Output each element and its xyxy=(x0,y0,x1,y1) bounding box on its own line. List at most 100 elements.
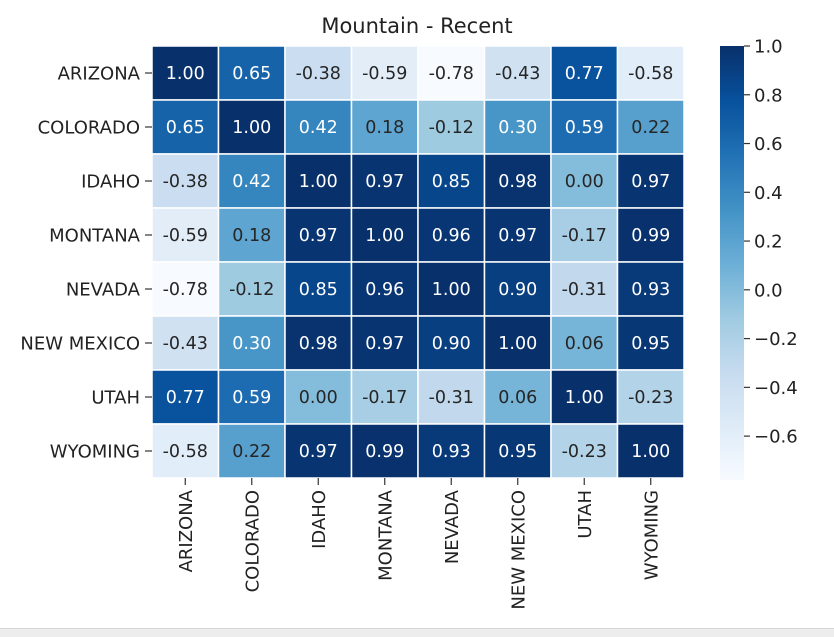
heatmap-cell xyxy=(350,261,419,317)
colorbar-tick-label: 0.6 xyxy=(754,134,783,155)
heatmap-cell xyxy=(616,315,685,371)
cell-value-label: 0.85 xyxy=(432,172,471,192)
cell-value-label: 0.90 xyxy=(498,280,537,300)
colorbar-tick-label: 0.8 xyxy=(754,85,783,106)
heatmap-cell xyxy=(483,99,552,155)
column-label: UTAH xyxy=(575,490,596,539)
row-label: MONTANA xyxy=(49,226,141,247)
column-label: COLORADO xyxy=(242,490,263,592)
row-label: COLORADO xyxy=(38,118,140,139)
cell-value-label: 0.96 xyxy=(432,226,471,246)
heatmap-cell xyxy=(350,153,419,209)
colorbar-tick-label: −0.2 xyxy=(754,329,798,350)
column-label: ARIZONA xyxy=(176,489,197,572)
heatmap-cell xyxy=(350,207,419,263)
colorbar: 1.0 0.8 0.6 0.4 0.2 0.0 −0.2 −0.4 −0.6 xyxy=(720,37,798,480)
heatmap-cell xyxy=(483,45,552,101)
heatmap-cell xyxy=(616,45,685,101)
column-label: MONTANA xyxy=(375,489,396,581)
colorbar-tick-label: 1.0 xyxy=(754,37,783,58)
heatmap-cell xyxy=(616,153,685,209)
heatmap-cells: 1.00 0.65 -0.38 -0.59 -0.78 -0.43 0.77 -0.58 0.6… xyxy=(151,45,685,479)
heatmap-cell xyxy=(616,369,685,425)
cell-value-label: 1.00 xyxy=(166,64,205,84)
row-label: IDAHO xyxy=(81,172,140,193)
colorbar-tick-label: 0.0 xyxy=(754,280,783,301)
cell-value-label: 1.00 xyxy=(565,388,604,408)
cell-value-label: 0.65 xyxy=(232,64,271,84)
cell-value-label: -0.38 xyxy=(163,172,208,192)
cell-value-label: 0.98 xyxy=(299,334,338,354)
cell-value-label: 0.99 xyxy=(365,442,404,462)
cell-value-label: -0.17 xyxy=(562,226,607,246)
cell-value-label: 0.18 xyxy=(232,226,271,246)
column-label: NEVADA xyxy=(442,489,463,564)
column-label: WYOMING xyxy=(641,490,662,580)
heatmap-cell xyxy=(417,423,486,479)
chart-title: Mountain - Recent xyxy=(321,14,512,38)
cell-value-label: 0.85 xyxy=(299,280,338,300)
cell-value-label: 0.97 xyxy=(299,226,338,246)
cell-value-label: 0.22 xyxy=(631,118,670,138)
cell-value-label: 0.77 xyxy=(166,388,205,408)
cell-value-label: 0.77 xyxy=(565,64,604,84)
heatmap-cell xyxy=(417,207,486,263)
heatmap-cell xyxy=(417,261,486,317)
cell-value-label: -0.31 xyxy=(429,388,474,408)
cell-value-label: 0.99 xyxy=(631,226,670,246)
heatmap-cell xyxy=(151,369,220,425)
cell-value-label: 0.97 xyxy=(365,172,404,192)
heatmap-cell xyxy=(284,369,353,425)
cell-value-label: 1.00 xyxy=(232,118,271,138)
cell-value-label: 0.22 xyxy=(232,442,271,462)
cell-value-label: 0.30 xyxy=(498,118,537,138)
heatmap-cell xyxy=(417,369,486,425)
window-bottom-edge xyxy=(0,628,834,637)
cell-value-label: -0.78 xyxy=(163,280,208,300)
cell-value-label: -0.58 xyxy=(628,64,673,84)
cell-value-label: -0.23 xyxy=(628,388,673,408)
row-label: WYOMING xyxy=(50,442,140,463)
colorbar-tick-label: 0.2 xyxy=(754,232,783,253)
cell-value-label: 0.97 xyxy=(498,226,537,246)
cell-value-label: 0.59 xyxy=(565,118,604,138)
cell-value-label: 1.00 xyxy=(299,172,338,192)
heatmap-cell xyxy=(217,45,286,101)
cell-value-label: -0.78 xyxy=(429,64,474,84)
cell-value-label: -0.12 xyxy=(429,118,474,138)
heatmap-cell xyxy=(217,153,286,209)
column-labels: ARIZONA COLORADO IDAHO MONTANA NEVADA NEW MEX… xyxy=(176,478,662,610)
cell-value-label: -0.12 xyxy=(229,280,274,300)
cell-value-label: -0.17 xyxy=(362,388,407,408)
colorbar-tick-label: −0.6 xyxy=(754,427,798,448)
heatmap-cell xyxy=(550,153,619,209)
heatmap-cell xyxy=(417,315,486,371)
row-label: NEW MEXICO xyxy=(20,334,140,355)
cell-value-label: -0.59 xyxy=(362,64,407,84)
cell-value-label: 0.18 xyxy=(365,118,404,138)
heatmap-cell xyxy=(483,153,552,209)
cell-value-label: 0.98 xyxy=(498,172,537,192)
colorbar-tick-label: −0.4 xyxy=(754,378,798,399)
heatmap-cell xyxy=(483,369,552,425)
heatmap-cell xyxy=(217,99,286,155)
heatmap-cell xyxy=(550,315,619,371)
heatmap-cell xyxy=(417,153,486,209)
colorbar-gradient xyxy=(720,46,744,480)
cell-value-label: 0.95 xyxy=(631,334,670,354)
heatmap-cell xyxy=(284,207,353,263)
cell-value-label: 0.30 xyxy=(232,334,271,354)
cell-value-label: 0.42 xyxy=(232,172,271,192)
cell-value-label: 0.90 xyxy=(432,334,471,354)
cell-value-label: 0.06 xyxy=(498,388,537,408)
cell-value-label: 0.00 xyxy=(299,388,338,408)
cell-value-label: 1.00 xyxy=(432,280,471,300)
cell-value-label: -0.58 xyxy=(163,442,208,462)
cell-value-label: -0.23 xyxy=(562,442,607,462)
heatmap-cell xyxy=(350,99,419,155)
row-labels: ARIZONA COLORADO IDAHO MONTANA NEVADA NEW MEX… xyxy=(20,64,152,463)
cell-value-label: 0.42 xyxy=(299,118,338,138)
cell-value-label: 1.00 xyxy=(631,442,670,462)
cell-value-label: 0.65 xyxy=(166,118,205,138)
